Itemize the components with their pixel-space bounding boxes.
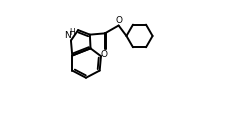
Text: O: O <box>115 16 122 25</box>
Text: H: H <box>69 28 75 37</box>
Text: O: O <box>100 50 107 59</box>
Text: N: N <box>64 31 71 40</box>
